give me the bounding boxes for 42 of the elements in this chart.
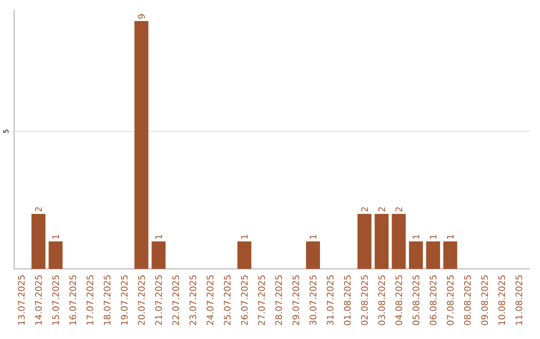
data-label: 9 — [138, 14, 145, 19]
data-label: 2 — [378, 208, 385, 212]
x-tick-label: 31.07.2025 — [326, 276, 334, 326]
x-tick-label: 18.07.2025 — [104, 276, 110, 325]
data-label: 1 — [155, 234, 162, 239]
x-tick-label: 16.07.2025 — [69, 276, 76, 325]
x-tick-label: 27.07.2025 — [258, 276, 265, 326]
x-tick-label: 01.08.2025 — [344, 276, 351, 326]
data-label: 1 — [52, 234, 59, 239]
x-tick-label: 30.07.2025 — [310, 276, 316, 326]
x-tick-label: 07.08.2025 — [446, 276, 454, 326]
x-tick-label: 28.07.2025 — [275, 276, 282, 326]
x-tick-label: 08.08.2025 — [464, 276, 471, 326]
x-tick-label: 03.08.2025 — [378, 276, 385, 326]
x-tick-label: 13.07.2025 — [18, 276, 25, 325]
x-tick-label: 25.07.2025 — [224, 276, 231, 326]
x-tick-label: 06.08.2025 — [430, 276, 436, 326]
x-tick-label: 14.07.2025 — [35, 276, 42, 325]
data-label: 2 — [395, 208, 402, 212]
x-tick-label: 10.08.2025 — [498, 276, 506, 325]
x-tick-label: 23.07.2025 — [190, 276, 196, 326]
x-tick-label: 04.08.2025 — [395, 276, 402, 326]
x-tick-label: 02.08.2025 — [361, 276, 368, 326]
x-tick-label: 21.07.2025 — [155, 276, 162, 326]
data-label: 1 — [412, 234, 420, 239]
x-tick-label: 11.08.2025 — [516, 276, 522, 325]
data-label: 1 — [310, 234, 316, 239]
data-label: 1 — [241, 234, 248, 239]
x-tick-label: 24.07.2025 — [206, 276, 214, 326]
x-tick-label: 20.07.2025 — [138, 276, 145, 326]
x-tick-label: 29.07.2025 — [292, 276, 300, 326]
data-label: 2 — [361, 208, 368, 212]
x-tick-label: 05.08.2025 — [412, 276, 420, 326]
x-tick-label: 19.07.2025 — [120, 276, 128, 325]
data-label: 2 — [35, 208, 42, 212]
data-label: 1 — [430, 234, 436, 239]
x-tick-label: 17.07.2025 — [86, 276, 94, 325]
x-tick-label: 09.08.2025 — [481, 276, 488, 326]
data-label: 1 — [447, 234, 454, 239]
x-tick-label: 15.07.2025 — [52, 276, 59, 325]
x-tick-label: 26.07.2025 — [240, 276, 248, 326]
x-tick-label: 22.07.2025 — [172, 276, 180, 326]
